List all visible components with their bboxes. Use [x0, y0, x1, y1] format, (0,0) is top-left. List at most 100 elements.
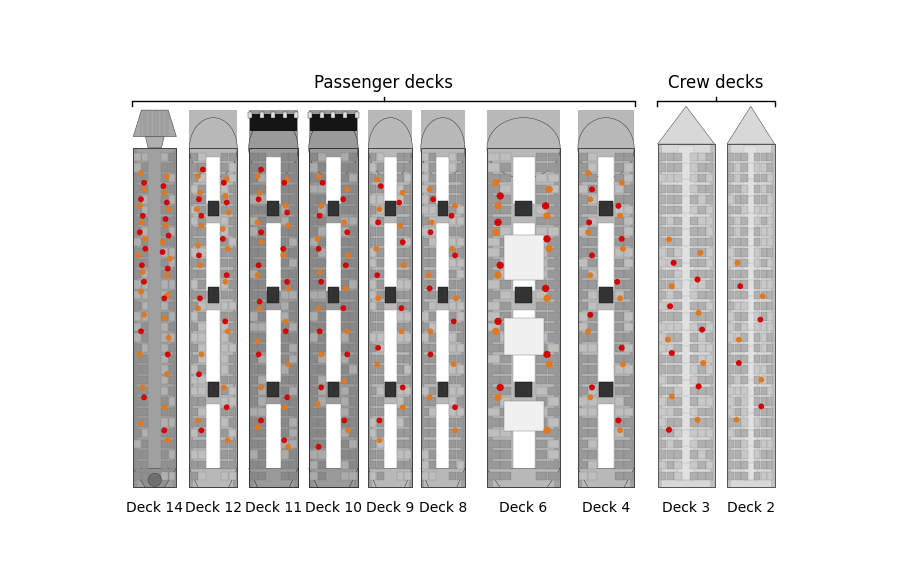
Bar — [422, 419, 428, 427]
Bar — [220, 419, 229, 427]
Circle shape — [285, 395, 289, 399]
Bar — [318, 206, 326, 214]
Bar — [500, 461, 511, 470]
Bar — [625, 376, 633, 384]
Bar — [397, 206, 404, 214]
Bar — [283, 112, 287, 119]
Bar — [141, 174, 149, 182]
Bar — [768, 354, 773, 363]
Bar — [659, 354, 666, 363]
Bar — [404, 429, 411, 437]
Bar — [310, 323, 318, 331]
Bar — [318, 354, 326, 363]
Bar — [742, 217, 748, 225]
Bar — [258, 471, 265, 480]
Bar — [536, 440, 547, 448]
Bar — [728, 461, 734, 470]
Circle shape — [257, 300, 262, 304]
Bar — [515, 382, 533, 397]
Bar — [370, 333, 376, 342]
Bar — [599, 382, 613, 397]
Bar — [248, 148, 298, 488]
Bar — [457, 227, 464, 235]
Bar — [659, 164, 666, 172]
Bar — [457, 344, 464, 352]
Bar — [488, 248, 500, 257]
Bar — [377, 301, 383, 310]
Bar — [734, 333, 741, 342]
Bar — [397, 280, 404, 288]
Bar — [500, 227, 511, 235]
Bar — [579, 227, 588, 235]
Bar — [760, 259, 767, 267]
Bar — [488, 387, 500, 395]
Bar — [168, 387, 176, 395]
Bar — [404, 419, 411, 427]
Bar — [429, 429, 436, 437]
Bar — [421, 148, 464, 488]
Bar — [310, 344, 318, 352]
Circle shape — [617, 214, 622, 218]
Bar — [229, 291, 236, 299]
Bar — [768, 291, 773, 299]
Bar — [728, 217, 734, 225]
Bar — [536, 387, 547, 395]
Bar — [258, 164, 265, 172]
Bar — [341, 164, 349, 172]
Bar — [370, 397, 376, 405]
Circle shape — [317, 444, 320, 449]
Bar — [220, 195, 229, 204]
Bar — [206, 223, 220, 291]
Bar — [659, 153, 666, 161]
Bar — [168, 450, 176, 458]
Bar — [191, 429, 198, 437]
Bar — [599, 201, 613, 215]
Bar — [318, 387, 326, 395]
Bar — [770, 144, 775, 488]
Bar — [141, 227, 149, 235]
Bar — [161, 366, 168, 374]
Bar — [318, 164, 326, 172]
Text: Deck 11: Deck 11 — [245, 501, 302, 515]
Bar — [168, 153, 176, 161]
Bar — [349, 227, 357, 235]
Circle shape — [198, 263, 202, 267]
Circle shape — [162, 428, 166, 433]
Circle shape — [759, 377, 763, 382]
Bar — [690, 227, 698, 235]
Bar — [667, 206, 674, 214]
Bar — [326, 404, 341, 472]
Bar — [191, 419, 198, 427]
Bar — [734, 164, 741, 172]
Bar — [706, 259, 714, 267]
Bar — [191, 164, 198, 172]
Bar — [706, 206, 714, 214]
Bar — [768, 174, 773, 182]
Bar — [768, 461, 773, 470]
Bar — [734, 291, 741, 299]
Bar — [690, 408, 698, 416]
Bar — [161, 376, 168, 384]
Circle shape — [162, 190, 166, 195]
Circle shape — [140, 263, 144, 267]
Circle shape — [544, 352, 550, 357]
Bar — [341, 344, 349, 352]
Bar — [760, 153, 767, 161]
Bar — [377, 259, 383, 267]
Bar — [690, 259, 698, 267]
Circle shape — [758, 318, 762, 322]
Bar — [437, 287, 448, 303]
Bar — [599, 287, 613, 303]
Bar — [728, 312, 734, 321]
Bar — [208, 287, 219, 303]
Bar — [625, 333, 633, 342]
Bar — [429, 280, 436, 288]
Circle shape — [342, 220, 346, 224]
Circle shape — [221, 180, 226, 185]
Bar — [141, 238, 149, 246]
Bar — [404, 248, 411, 257]
Bar — [768, 270, 773, 278]
Bar — [536, 291, 547, 299]
Bar — [191, 354, 198, 363]
Bar — [706, 238, 714, 246]
